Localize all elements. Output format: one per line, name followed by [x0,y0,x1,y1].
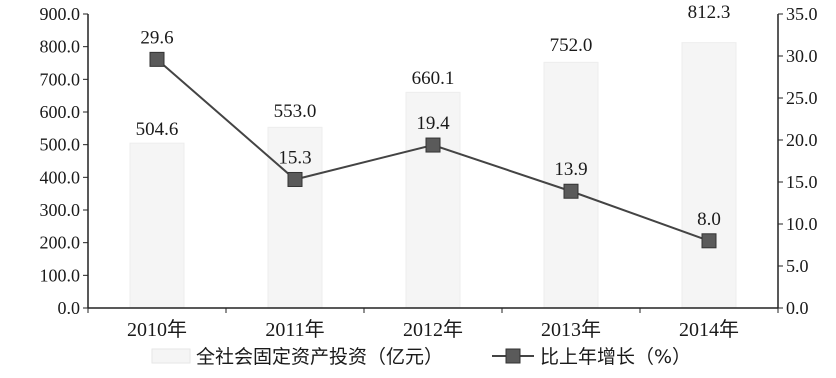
growth-value-label: 29.6 [140,27,173,48]
growth-marker-4 [701,233,717,249]
bar-value-label: 812.3 [688,2,731,23]
y-right-tick-label: 10.0 [786,214,818,234]
x-tick-label: 2010年 [127,318,187,341]
y-left-tick-label: 100.0 [40,265,81,285]
y-right-tick-label: 25.0 [786,88,818,108]
y-left-tick-label: 200.0 [40,233,81,253]
growth-marker-1 [287,171,303,187]
line-layer [149,51,717,249]
growth-marker-2 [425,137,441,153]
bar-0 [129,142,185,309]
x-tick-label: 2011年 [265,318,324,341]
bar-2 [405,91,461,309]
legend-bar-swatch [151,348,191,364]
legend-line-label: 比上年增长（%） [540,346,691,368]
growth-value-label: 8.0 [697,209,721,230]
y-right-tick-label: 5.0 [786,256,809,276]
legend-line-marker [505,348,521,364]
y-right-tick-label: 0.0 [786,298,809,318]
growth-value-label: 19.4 [416,113,450,134]
y-left-tick-label: 700.0 [40,69,81,89]
y-right-tick-label: 30.0 [786,46,818,66]
bar-1 [267,126,323,309]
legend: 全社会固定资产投资（亿元） 比上年增长（%） [151,346,691,368]
bar-value-label: 660.1 [412,68,455,89]
bar-value-label: 752.0 [550,35,593,56]
y-right-tick-label: 35.0 [786,4,818,24]
x-tick-label: 2013年 [541,318,601,341]
growth-value-label: 15.3 [278,147,311,168]
axes-layer: 0.0 100.0 200.0 300.0 400.0 500.0 600.0 700.0 80… [40,4,818,341]
labels-layer: 504.6 553.0 660.1 752.0 812.3 29.6 15.3 19.4 13.… [136,2,731,230]
legend-bar-label: 全社会固定资产投资（亿元） [196,346,443,368]
y-left-tick-label: 800.0 [40,37,81,57]
y-right-tick-label: 15.0 [786,172,818,192]
growth-marker-3 [563,183,579,199]
y-left-tick-label: 900.0 [40,4,81,24]
bar-4 [681,42,737,309]
growth-marker-0 [149,51,165,67]
y-left-tick-label: 300.0 [40,200,81,220]
y-left-tick-label: 600.0 [40,102,81,122]
y-right-tick-label: 20.0 [786,130,818,150]
y-left-tick-label: 0.0 [58,298,81,318]
x-tick-label: 2014年 [679,318,739,341]
bar-value-label: 504.6 [136,119,179,140]
x-tick-label: 2012年 [403,318,463,341]
bar-value-label: 553.0 [274,101,317,122]
y-left-tick-label: 500.0 [40,135,81,155]
growth-value-label: 13.9 [554,159,587,180]
y-left-tick-label: 400.0 [40,167,81,187]
